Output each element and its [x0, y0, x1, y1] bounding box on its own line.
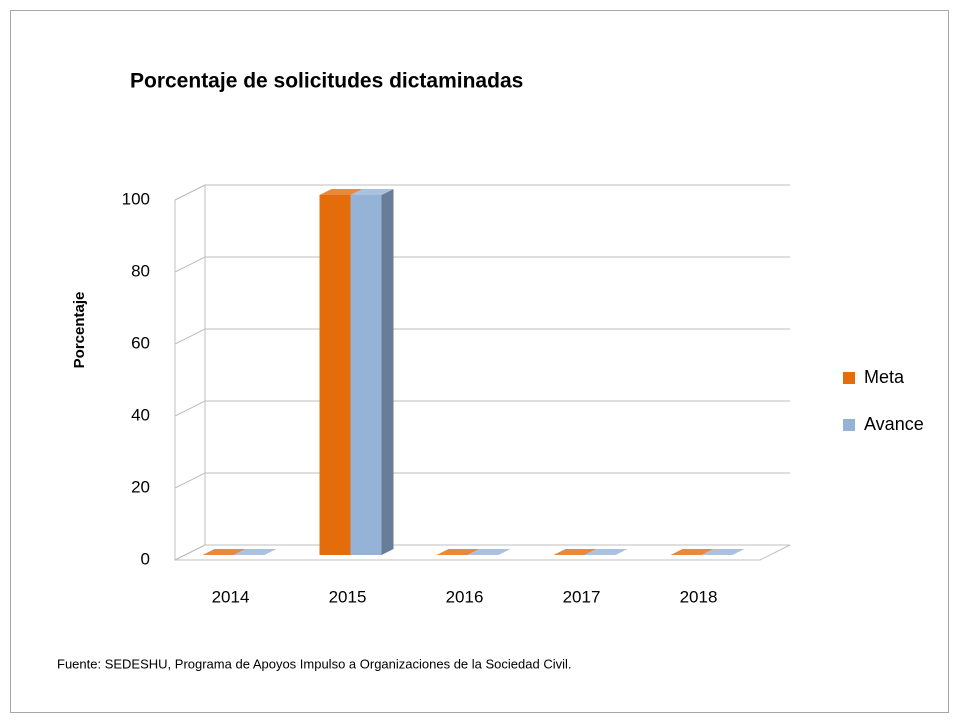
- bar-top: [584, 549, 628, 555]
- x-tick-label: 2016: [446, 587, 484, 606]
- y-tick-label: 0: [141, 549, 150, 568]
- y-axis-label: Porcentaje: [71, 292, 88, 369]
- bar-top: [467, 549, 511, 555]
- x-tick-label: 2018: [680, 587, 718, 606]
- legend-label: Meta: [864, 367, 905, 387]
- bar-top: [233, 549, 277, 555]
- grid-line: [174, 472, 790, 489]
- x-tick-label: 2015: [329, 587, 367, 606]
- grid-line: [174, 400, 790, 417]
- bar-top: [670, 549, 714, 555]
- grid-line: [174, 184, 790, 201]
- y-tick-label: 100: [122, 189, 150, 208]
- bar-top: [319, 189, 363, 195]
- bar-top: [436, 549, 480, 555]
- grid-line: [174, 544, 790, 561]
- source-note: Fuente: SEDESHU, Programa de Apoyos Impu…: [57, 656, 571, 671]
- frame: [10, 10, 949, 713]
- grid-line: [174, 328, 790, 345]
- bar-side: [381, 189, 394, 555]
- y-tick-label: 20: [131, 477, 150, 496]
- bar: [350, 195, 382, 555]
- y-tick-label: 60: [131, 333, 150, 352]
- legend-swatch: [843, 419, 855, 431]
- bar-top: [202, 549, 246, 555]
- bar: [319, 195, 351, 555]
- legend-label: Avance: [864, 414, 924, 434]
- bar-top: [553, 549, 597, 555]
- x-tick-label: 2017: [563, 587, 601, 606]
- y-tick-label: 40: [131, 405, 150, 424]
- grid-line: [174, 256, 790, 273]
- y-tick-label: 80: [131, 261, 150, 280]
- x-tick-label: 2014: [212, 587, 250, 606]
- bar-top: [350, 189, 394, 195]
- legend-swatch: [843, 372, 855, 384]
- bar-top: [701, 549, 745, 555]
- chart-title: Porcentaje de solicitudes dictaminadas: [130, 70, 523, 93]
